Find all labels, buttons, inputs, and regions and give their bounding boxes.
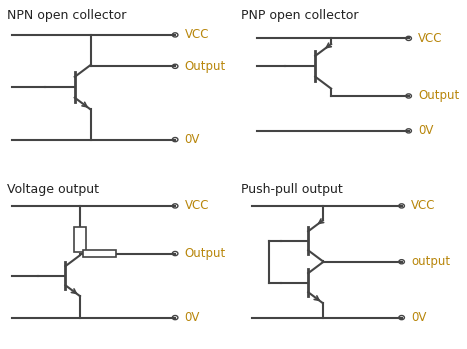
Text: NPN open collector: NPN open collector xyxy=(7,9,127,22)
Text: Output: Output xyxy=(418,89,459,103)
Text: VCC: VCC xyxy=(411,199,435,213)
Bar xyxy=(73,228,86,252)
Text: Output: Output xyxy=(184,60,226,73)
Text: PNP open collector: PNP open collector xyxy=(241,9,358,22)
Text: VCC: VCC xyxy=(184,199,209,213)
Text: Push-pull output: Push-pull output xyxy=(241,183,342,196)
Text: 0V: 0V xyxy=(418,124,433,138)
Text: Voltage output: Voltage output xyxy=(7,183,99,196)
Text: 0V: 0V xyxy=(184,133,200,146)
Text: VCC: VCC xyxy=(418,32,442,45)
Text: 0V: 0V xyxy=(184,311,200,324)
Text: Output: Output xyxy=(184,247,226,260)
Bar xyxy=(84,250,116,258)
Text: VCC: VCC xyxy=(184,28,209,42)
Text: 0V: 0V xyxy=(411,311,426,324)
Text: output: output xyxy=(411,255,450,268)
